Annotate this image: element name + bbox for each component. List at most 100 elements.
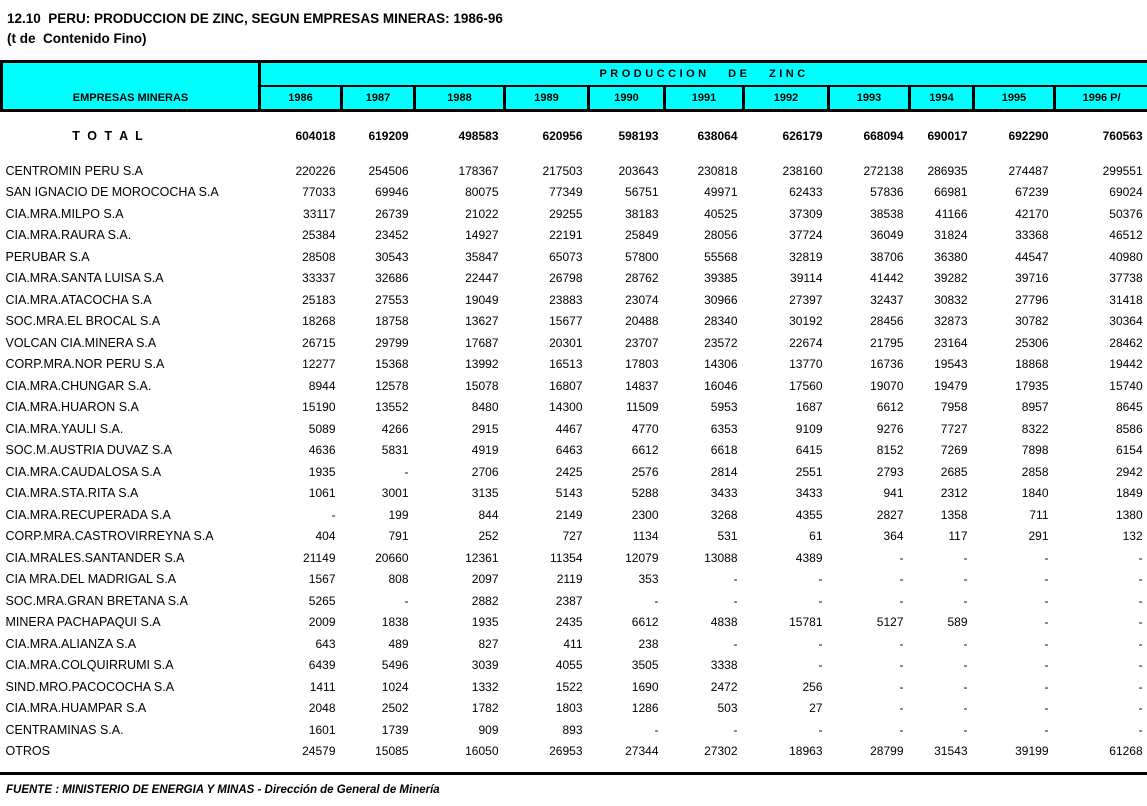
company-name: CIA.MRA.HUARON S.A — [5, 400, 139, 415]
company-name: CIA.MRALES.SANTANDER S.A — [5, 550, 185, 565]
value-cell-1991: 5953 — [710, 400, 738, 415]
value-cell-1994: 31824 — [934, 228, 968, 243]
value-cell-1987: 26739 — [375, 206, 409, 221]
value-cell-1995: 8957 — [1021, 400, 1049, 415]
value-cell-1990: 598193 — [618, 129, 659, 143]
value-cell-1995: 42170 — [1015, 206, 1049, 221]
value-cell-1991: 28340 — [704, 314, 738, 329]
value-cell-1993: 32437 — [870, 292, 904, 307]
value-cell-1988: 2706 — [471, 464, 499, 479]
year-header-row: 1986 1987 1988 1989 1990 1991 1992 1993 1994 1995… — [2, 86, 1147, 112]
value-cell-1991: - — [733, 722, 738, 737]
value-cell-1989: 15677 — [549, 314, 583, 329]
value-cell-1992: 39114 — [790, 271, 823, 286]
value-cell-1995: 692290 — [1008, 129, 1049, 143]
value-cell-1989: 893 — [562, 722, 583, 737]
table-row: CIA.MRA.SANTA LUISA S.A 33337 32686 22447 26… — [2, 268, 1147, 290]
value-cell-1987: 12578 — [375, 378, 409, 393]
value-cell-1996-p/: - — [1138, 701, 1143, 716]
value-cell-1990: 23707 — [625, 335, 659, 350]
value-cell-1992: 27 — [809, 701, 823, 716]
value-cell-1992: 61 — [809, 529, 823, 544]
value-cell-1995: 7898 — [1021, 443, 1049, 458]
value-cell-1988: 2097 — [471, 572, 499, 587]
value-cell-1995: - — [1044, 593, 1049, 608]
value-cell-1992: - — [818, 636, 823, 651]
value-cell-1986: 1411 — [309, 679, 336, 694]
value-cell-1986: 77033 — [302, 185, 336, 200]
value-cell-1993: 21795 — [870, 335, 904, 350]
value-cell-1986: 2009 — [308, 615, 336, 630]
zinc-production-table: EMPRESAS MINERAS PRODUCCION DE ZINC 1986… — [0, 60, 1147, 762]
value-cell-1986: 26715 — [302, 335, 336, 350]
company-name: CIA.MRA.HUAMPAR S.A — [5, 701, 147, 716]
page-subtitle: (t de Contenido Fino) — [7, 31, 147, 46]
value-cell-1986: 21149 — [303, 550, 336, 565]
value-cell-1989: 4467 — [555, 421, 583, 436]
value-cell-1995: 291 — [1028, 529, 1049, 544]
value-cell-1991: 3268 — [710, 507, 738, 522]
value-cell-1989: 2435 — [555, 615, 583, 630]
value-cell-1990: 14837 — [625, 378, 659, 393]
value-cell-1995: 67239 — [1015, 185, 1049, 200]
company-name: OTROS — [5, 744, 50, 759]
value-cell-1995: 44547 — [1015, 249, 1049, 264]
year-header-1991: 1991 — [664, 86, 745, 112]
year-header-1995: 1995 — [973, 86, 1056, 112]
company-name: SIND.MRO.PACOCOCHA S.A — [5, 679, 175, 694]
company-name: CIA.MRA.YAULI S.A. — [5, 421, 124, 436]
value-cell-1988: 15078 — [465, 378, 499, 393]
value-cell-1994: 31543 — [934, 744, 968, 759]
value-cell-1996-p/: 28462 — [1109, 335, 1143, 350]
value-cell-1991: 3338 — [710, 658, 738, 673]
value-cell-1987: 69946 — [375, 185, 409, 200]
value-cell-1986: 18268 — [302, 314, 336, 329]
total-label: T O T A L — [72, 129, 145, 143]
value-cell-1994: 23164 — [934, 335, 968, 350]
value-cell-1989: 1803 — [555, 701, 583, 716]
value-cell-1986: 604018 — [295, 129, 336, 143]
value-cell-1991: 2472 — [710, 679, 738, 694]
table-row: CIA.MRALES.SANTANDER S.A 21149 20660 12361 1… — [2, 547, 1147, 569]
value-cell-1992: 4389 — [795, 550, 823, 565]
value-cell-1992: - — [818, 658, 823, 673]
value-cell-1996-p/: - — [1138, 572, 1143, 587]
value-cell-1989: 26953 — [549, 744, 583, 759]
value-cell-1990: 38183 — [625, 206, 659, 221]
company-name: SOC.MRA.GRAN BRETANA S.A — [5, 593, 188, 608]
value-cell-1987: 5831 — [381, 443, 409, 458]
value-cell-1991: 4838 — [710, 615, 738, 630]
company-name: CIA.MRA.COLQUIRRUMI S.A — [5, 658, 174, 673]
value-cell-1989: 23883 — [549, 292, 583, 307]
value-cell-1990: 1286 — [631, 701, 659, 716]
value-cell-1991: 6353 — [710, 421, 738, 436]
value-cell-1992: 1687 — [795, 400, 823, 415]
value-cell-1988: 2915 — [471, 421, 499, 436]
value-cell-1989: 2119 — [556, 572, 583, 587]
value-cell-1990: 5288 — [631, 486, 659, 501]
value-cell-1986: 5089 — [308, 421, 336, 436]
value-cell-1986: 15190 — [302, 400, 336, 415]
value-cell-1989: 4055 — [555, 658, 583, 673]
value-cell-1987: 18758 — [375, 314, 409, 329]
company-name: CIA MRA.DEL MADRIGAL S.A — [5, 572, 177, 587]
value-cell-1988: 3039 — [471, 658, 499, 673]
company-name: CIA.MRA.CHUNGAR S.A. — [5, 378, 152, 393]
value-cell-1995: 30782 — [1015, 314, 1049, 329]
value-cell-1987: 32686 — [375, 271, 409, 286]
value-cell-1992: 37724 — [789, 228, 823, 243]
value-cell-1990: 20488 — [625, 314, 659, 329]
value-cell-1992: 32819 — [789, 249, 823, 264]
value-cell-1989: 11354 — [550, 550, 583, 565]
value-cell-1994: 117 — [948, 529, 968, 544]
value-cell-1988: 3135 — [471, 486, 499, 501]
value-cell-1992: 2551 — [795, 464, 823, 479]
total-row: T O T A L 604018 619209 498583 620956 598193 6… — [2, 111, 1147, 161]
value-cell-1994: 7958 — [940, 400, 968, 415]
value-cell-1990: 11509 — [626, 400, 659, 415]
value-cell-1987: 27553 — [375, 292, 409, 307]
value-cell-1995: - — [1044, 615, 1049, 630]
value-cell-1996-p/: 8645 — [1115, 400, 1143, 415]
value-cell-1996-p/: - — [1138, 593, 1143, 608]
